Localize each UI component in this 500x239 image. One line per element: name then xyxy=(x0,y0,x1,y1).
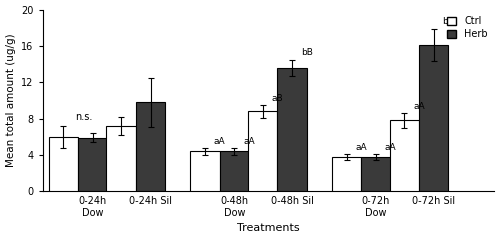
Text: bB: bB xyxy=(442,17,454,26)
Y-axis label: Mean total amount (ug/g): Mean total amount (ug/g) xyxy=(6,34,16,167)
Bar xyxy=(49,137,78,191)
Bar xyxy=(78,138,108,191)
Bar xyxy=(248,111,278,191)
Bar xyxy=(332,157,362,191)
Bar xyxy=(390,120,419,191)
X-axis label: Treatments: Treatments xyxy=(237,223,300,234)
Legend: Ctrl, Herb: Ctrl, Herb xyxy=(444,14,490,41)
Text: aA: aA xyxy=(356,143,367,152)
Bar xyxy=(106,126,136,191)
Bar xyxy=(190,152,220,191)
Text: n.s.: n.s. xyxy=(76,112,92,122)
Bar xyxy=(220,152,249,191)
Text: aA: aA xyxy=(385,143,396,152)
Bar xyxy=(278,68,307,191)
Text: aB: aB xyxy=(272,94,283,103)
Text: aA: aA xyxy=(244,136,255,146)
Bar xyxy=(419,45,448,191)
Text: bB: bB xyxy=(301,48,312,57)
Bar xyxy=(362,157,390,191)
Text: aA: aA xyxy=(413,102,425,111)
Text: aA: aA xyxy=(214,136,226,146)
Bar xyxy=(136,102,165,191)
